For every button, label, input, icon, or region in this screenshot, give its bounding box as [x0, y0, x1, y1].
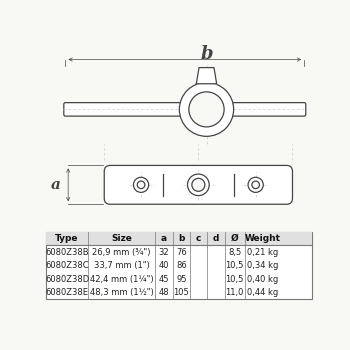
Text: 48: 48	[159, 288, 169, 297]
Text: 0,40 kg: 0,40 kg	[247, 275, 278, 284]
Circle shape	[192, 178, 205, 191]
Text: d: d	[213, 234, 219, 243]
Text: a: a	[51, 178, 61, 192]
Text: 8,5: 8,5	[228, 248, 241, 257]
Text: 86: 86	[176, 261, 187, 270]
Circle shape	[189, 92, 224, 127]
FancyBboxPatch shape	[104, 166, 293, 204]
Polygon shape	[196, 68, 217, 84]
Circle shape	[137, 181, 145, 189]
Text: 10,5: 10,5	[225, 275, 244, 284]
Text: 40: 40	[159, 261, 169, 270]
Text: 95: 95	[176, 275, 187, 284]
Text: a: a	[161, 234, 167, 243]
Text: 0,21 kg: 0,21 kg	[247, 248, 278, 257]
Text: Type: Type	[55, 234, 79, 243]
Text: 0,34 kg: 0,34 kg	[247, 261, 278, 270]
Text: 26,9 mm (¾"): 26,9 mm (¾")	[92, 248, 151, 257]
Text: 48,3 mm (1½"): 48,3 mm (1½")	[90, 288, 153, 297]
Text: b: b	[200, 45, 213, 63]
Text: 45: 45	[159, 275, 169, 284]
Circle shape	[248, 177, 263, 192]
Text: 6080Z38B: 6080Z38B	[45, 248, 89, 257]
Circle shape	[179, 83, 234, 136]
Circle shape	[188, 174, 209, 196]
FancyBboxPatch shape	[232, 103, 306, 116]
Text: Weight: Weight	[244, 234, 280, 243]
Text: 6080Z38C: 6080Z38C	[45, 261, 89, 270]
Text: 33,7 mm (1"): 33,7 mm (1")	[94, 261, 149, 270]
Text: b: b	[178, 234, 184, 243]
Text: 10,5: 10,5	[225, 261, 244, 270]
Bar	[47, 232, 312, 299]
Text: 42,4 mm (1¼"): 42,4 mm (1¼")	[90, 275, 153, 284]
Text: Ø: Ø	[231, 234, 238, 243]
Circle shape	[252, 181, 259, 189]
FancyBboxPatch shape	[64, 103, 181, 116]
Text: 11,0: 11,0	[225, 288, 244, 297]
Text: 6080Z38D: 6080Z38D	[45, 275, 89, 284]
Text: 0,44 kg: 0,44 kg	[247, 288, 278, 297]
Text: 32: 32	[159, 248, 169, 257]
Circle shape	[133, 177, 149, 192]
Text: 6080Z38E: 6080Z38E	[46, 288, 89, 297]
Bar	[47, 232, 312, 245]
Text: 105: 105	[174, 288, 189, 297]
Text: Size: Size	[111, 234, 132, 243]
Text: 76: 76	[176, 248, 187, 257]
Text: c: c	[196, 234, 201, 243]
